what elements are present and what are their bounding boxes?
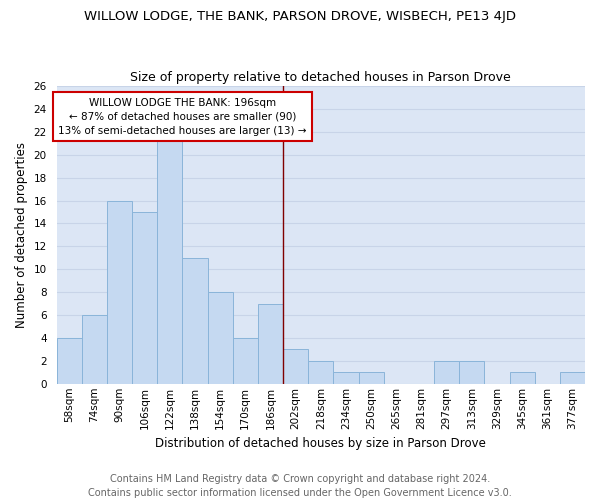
Bar [434, 361, 459, 384]
Bar [359, 372, 383, 384]
Text: Contains HM Land Registry data © Crown copyright and database right 2024.
Contai: Contains HM Land Registry data © Crown c… [88, 474, 512, 498]
Text: WILLOW LODGE THE BANK: 196sqm
← 87% of detached houses are smaller (90)
13% of s: WILLOW LODGE THE BANK: 196sqm ← 87% of d… [58, 98, 307, 136]
Title: Size of property relative to detached houses in Parson Drove: Size of property relative to detached ho… [130, 70, 511, 84]
Bar [182, 258, 208, 384]
Bar [208, 292, 233, 384]
Bar [56, 338, 82, 384]
Y-axis label: Number of detached properties: Number of detached properties [15, 142, 28, 328]
Bar [233, 338, 258, 384]
Bar [560, 372, 585, 384]
Bar [258, 304, 283, 384]
Bar [334, 372, 359, 384]
Bar [107, 200, 132, 384]
Bar [132, 212, 157, 384]
Bar [283, 350, 308, 384]
Text: WILLOW LODGE, THE BANK, PARSON DROVE, WISBECH, PE13 4JD: WILLOW LODGE, THE BANK, PARSON DROVE, WI… [84, 10, 516, 23]
Bar [308, 361, 334, 384]
X-axis label: Distribution of detached houses by size in Parson Drove: Distribution of detached houses by size … [155, 437, 486, 450]
Bar [509, 372, 535, 384]
Bar [459, 361, 484, 384]
Bar [82, 315, 107, 384]
Bar [157, 132, 182, 384]
